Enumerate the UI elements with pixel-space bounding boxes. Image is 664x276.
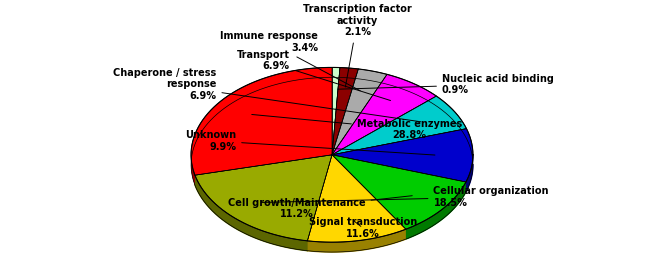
Polygon shape — [195, 155, 332, 251]
Polygon shape — [307, 155, 406, 252]
Polygon shape — [332, 96, 467, 155]
Polygon shape — [332, 69, 387, 155]
Polygon shape — [195, 155, 332, 241]
Polygon shape — [332, 155, 466, 239]
Polygon shape — [191, 156, 195, 185]
Polygon shape — [406, 182, 466, 239]
Text: Transcription factor
activity
2.1%: Transcription factor activity 2.1% — [303, 4, 412, 87]
Polygon shape — [332, 68, 359, 155]
Polygon shape — [195, 175, 307, 251]
Polygon shape — [332, 155, 466, 229]
Polygon shape — [332, 67, 340, 155]
Polygon shape — [191, 67, 332, 175]
Text: Cellular organization
18.5%: Cellular organization 18.5% — [262, 186, 549, 208]
Polygon shape — [332, 74, 436, 155]
Polygon shape — [307, 155, 406, 252]
Text: Nucleic acid binding
0.9%: Nucleic acid binding 0.9% — [338, 73, 554, 95]
Text: Signal transduction
11.6%: Signal transduction 11.6% — [309, 217, 417, 239]
Polygon shape — [332, 129, 473, 182]
Polygon shape — [332, 155, 473, 192]
Polygon shape — [191, 155, 332, 185]
Polygon shape — [195, 155, 332, 251]
Text: Unknown
9.9%: Unknown 9.9% — [185, 130, 435, 155]
Polygon shape — [307, 229, 406, 252]
Text: Chaperone / stress
response
6.9%: Chaperone / stress response 6.9% — [113, 68, 421, 122]
Polygon shape — [466, 155, 473, 192]
Polygon shape — [332, 155, 473, 192]
Polygon shape — [332, 155, 466, 239]
Text: Immune response
3.4%: Immune response 3.4% — [220, 31, 361, 91]
Text: Transport
6.9%: Transport 6.9% — [236, 50, 390, 100]
Text: Cell growth/Maintenance
11.2%: Cell growth/Maintenance 11.2% — [228, 196, 412, 219]
Polygon shape — [307, 155, 406, 242]
Text: Metabolic enzymes
28.8%: Metabolic enzymes 28.8% — [252, 115, 462, 140]
